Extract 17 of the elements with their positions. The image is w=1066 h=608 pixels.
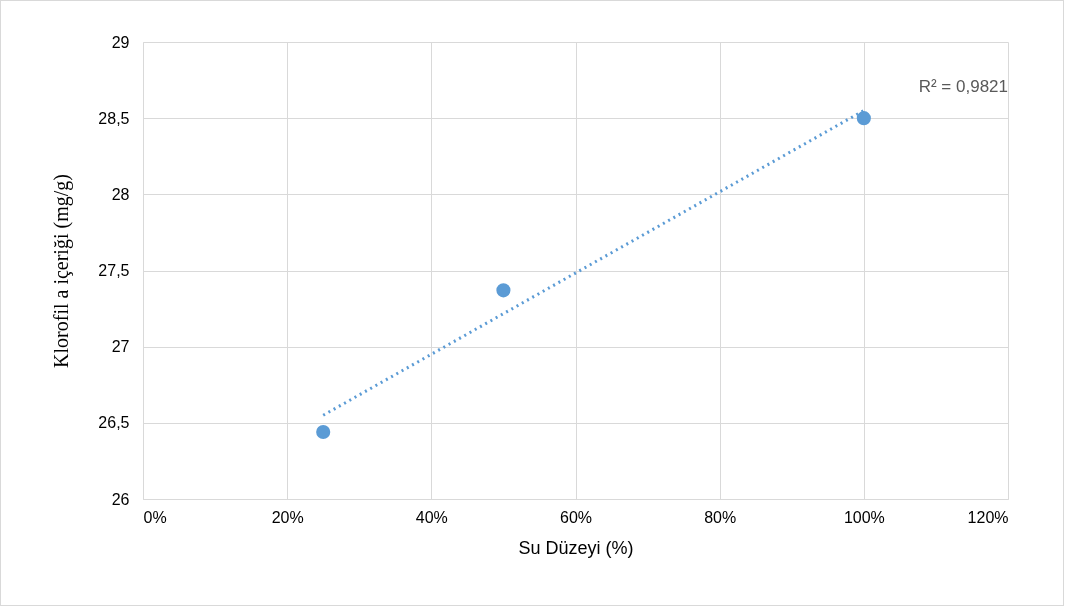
x-tick-label: 0% [143, 508, 167, 526]
x-tick-label: 120% [967, 508, 1009, 526]
y-tick-label: 28 [111, 185, 130, 203]
y-tick-label: 27 [111, 338, 130, 356]
x-tick-label: 80% [704, 508, 737, 526]
y-tick-label: 29 [111, 33, 130, 51]
x-tick-label: 100% [843, 508, 885, 526]
annotation: R² = 0,9821 [918, 77, 1008, 96]
y-tick-label: 28,5 [98, 109, 130, 127]
x-tick-label: 60% [559, 508, 593, 526]
y-tick-label: 26 [111, 490, 130, 508]
y-tick-label: 27,5 [98, 262, 130, 279]
y-axis-title: Klorofil a içeriği (mg/g) [50, 174, 74, 368]
x-tick-label: 40% [415, 508, 448, 526]
y-tick-label: 26,5 [98, 414, 130, 432]
x-tick-label: 20% [271, 508, 304, 526]
x-axis-title: Su Düzeyi (%) [518, 537, 634, 558]
